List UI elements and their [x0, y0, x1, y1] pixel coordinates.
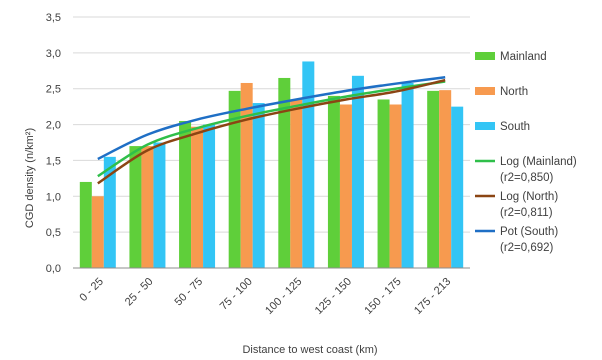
x-tick-label: 50 - 75 [172, 276, 205, 309]
x-tick-label: 150 - 175 [362, 276, 403, 317]
legend-r2-trend-1: (r2=0,850) [500, 172, 554, 184]
bar-mainland-1 [79, 181, 92, 268]
x-axis-label: Distance to west coast (km) [242, 344, 377, 356]
bar-mainland-2 [129, 146, 142, 268]
legend-label-trend-3: Pot (South) [500, 226, 558, 238]
bars [79, 61, 464, 269]
bar-mainland-3 [179, 120, 192, 268]
x-tick-label: 125 - 150 [313, 276, 354, 317]
bar-north-7 [389, 104, 402, 269]
bar-north-2 [141, 146, 154, 268]
x-tick-label: 175 - 213 [412, 276, 453, 317]
y-tick-label: 2,5 [46, 84, 61, 96]
x-tick-label: 100 - 125 [263, 276, 304, 317]
trendlines [97, 76, 446, 185]
y-tick-label: 0,0 [46, 263, 61, 275]
bar-south-3 [203, 124, 216, 268]
y-tick-label: 0,5 [46, 227, 61, 239]
legend-swatch-south [475, 122, 495, 130]
bar-mainland-8 [427, 90, 440, 268]
x-axis-ticks: 0 - 25 25 - 50 50 - 75 75 - 100 100 - 125 125… [78, 276, 454, 317]
bar-north-3 [191, 126, 204, 268]
legend-swatch-north [475, 87, 495, 95]
x-tick-label: 75 - 100 [218, 276, 255, 313]
y-axis-ticks: 0,0 0,5 1,0 1,5 2,0 2,5 3,0 3,5 [46, 12, 61, 275]
legend-label-mainland: Mainland [500, 51, 547, 63]
bar-north-4 [240, 82, 253, 268]
bar-north-5 [290, 99, 303, 268]
bar-south-6 [351, 75, 364, 268]
y-tick-label: 3,0 [46, 48, 61, 60]
bar-south-4 [252, 103, 265, 268]
legend-label-trend-1: Log (Mainland) [500, 156, 577, 168]
bar-south-8 [451, 106, 464, 269]
x-tick-label: 0 - 25 [78, 276, 106, 304]
legend: Mainland North South Log (Mainland) (r2=0,85… [475, 51, 577, 254]
y-tick-label: 1,5 [46, 155, 61, 167]
y-tick-label: 2,0 [46, 120, 61, 132]
bar-south-1 [103, 156, 116, 268]
legend-label-south: South [500, 121, 530, 133]
legend-r2-trend-3: (r2=0,692) [500, 242, 554, 254]
legend-label-trend-2: Log (North) [500, 191, 558, 203]
y-tick-label: 1,0 [46, 191, 61, 203]
y-tick-label: 3,5 [46, 12, 61, 24]
x-tick-label: 25 - 50 [123, 276, 156, 309]
trendline-1 [97, 80, 446, 178]
legend-swatch-mainland [475, 52, 495, 60]
y-axis-label: CGD density (n/km²) [24, 128, 36, 228]
bar-mainland-5 [278, 77, 291, 268]
bar-mainland-7 [377, 99, 390, 268]
bar-south-7 [401, 82, 414, 268]
bar-north-1 [91, 196, 104, 268]
bar-mainland-4 [228, 90, 241, 268]
legend-r2-trend-2: (r2=0,811) [500, 207, 553, 219]
trendline-2 [97, 78, 446, 185]
legend-label-north: North [500, 86, 528, 98]
bar-south-2 [153, 142, 166, 268]
trendline-3 [97, 76, 446, 161]
bar-mainland-6 [327, 95, 340, 268]
bar-north-8 [439, 90, 452, 268]
bar-south-5 [302, 61, 315, 268]
bar-north-6 [339, 104, 352, 269]
